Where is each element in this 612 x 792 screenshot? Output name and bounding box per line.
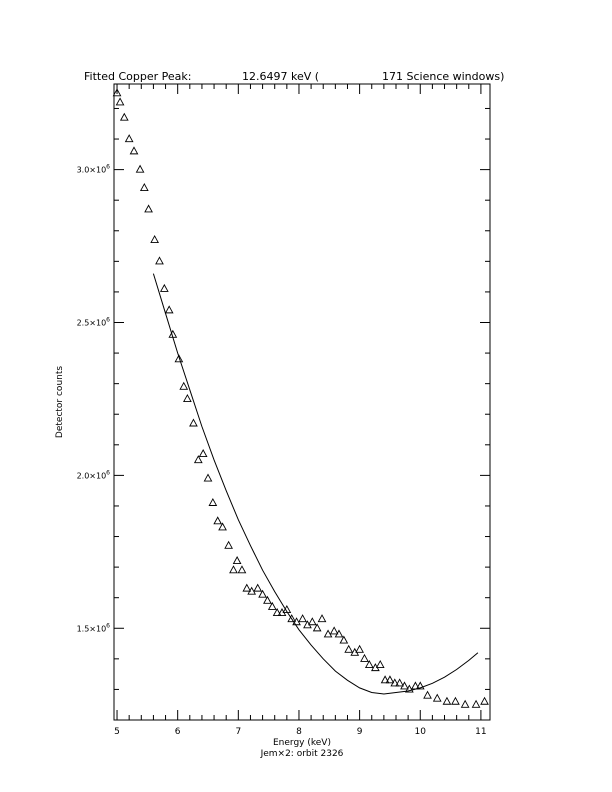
data-point xyxy=(400,681,409,690)
data-points-layer xyxy=(112,88,489,708)
y-tick-label: 3.0×106 xyxy=(77,164,111,175)
data-point xyxy=(442,696,452,705)
data-point xyxy=(203,473,213,482)
y-tick-label: 1.5×106 xyxy=(77,622,111,633)
y-tick-labels: 1.5×106 2.0×106 2.5×106 3.0×106 xyxy=(77,164,111,634)
data-point xyxy=(298,614,307,623)
data-point xyxy=(139,183,149,192)
data-point xyxy=(307,617,317,626)
data-point xyxy=(263,595,272,604)
chart-title-part-2: 12.6497 keV ( xyxy=(242,70,319,83)
fit-curve-layer xyxy=(152,273,479,695)
data-point xyxy=(150,235,159,243)
data-point xyxy=(164,305,174,314)
data-point xyxy=(237,565,247,574)
chart-title-part-1: Fitted Copper Peak: xyxy=(84,70,191,83)
data-point xyxy=(415,681,425,690)
data-point xyxy=(385,675,395,684)
data-point xyxy=(451,696,460,705)
x-tick-label: 11 xyxy=(475,727,486,737)
y-tick-label: 2.5×106 xyxy=(77,317,111,328)
x-axis-label: Energy (keV) xyxy=(273,738,331,748)
data-point xyxy=(344,644,354,653)
data-point xyxy=(247,586,257,595)
data-point xyxy=(329,626,339,635)
y-axis-label: Detector counts xyxy=(55,366,65,438)
data-point xyxy=(423,690,432,699)
data-point xyxy=(183,394,192,402)
data-point xyxy=(355,644,364,653)
chart-subtitle: Jem×2: orbit 2326 xyxy=(260,749,344,759)
data-point xyxy=(334,629,344,638)
data-point xyxy=(411,681,420,690)
data-point xyxy=(317,614,327,623)
data-point xyxy=(159,283,169,292)
data-point xyxy=(213,516,223,525)
x-tick-label: 10 xyxy=(415,727,427,737)
plot-frame xyxy=(113,83,491,721)
data-point xyxy=(174,354,184,363)
data-point xyxy=(292,617,301,626)
data-point xyxy=(360,653,369,662)
data-point xyxy=(229,565,238,574)
x-tick-label: 8 xyxy=(296,727,302,737)
axis-ticks xyxy=(114,84,490,721)
fit-curve xyxy=(152,273,479,695)
data-point xyxy=(380,675,390,684)
data-point xyxy=(339,635,349,644)
data-point xyxy=(480,696,489,705)
data-point xyxy=(224,540,233,549)
x-tick-label: 7 xyxy=(235,727,241,737)
data-point xyxy=(115,97,125,106)
data-point xyxy=(218,522,227,531)
data-point xyxy=(242,583,252,592)
data-point xyxy=(267,601,277,610)
data-point xyxy=(471,699,481,708)
data-point xyxy=(129,146,139,155)
data-point xyxy=(258,589,267,598)
x-tick-label: 5 xyxy=(114,727,120,737)
data-point xyxy=(390,678,400,687)
x-tick-labels: 5 6 7 8 9 10 11 xyxy=(114,727,486,737)
data-point xyxy=(155,256,164,265)
data-point xyxy=(432,693,442,702)
y-tick-label: 2.0×106 xyxy=(77,469,111,480)
x-tick-label: 6 xyxy=(175,727,181,737)
data-point xyxy=(193,455,203,464)
data-point xyxy=(395,678,404,687)
data-point xyxy=(404,684,414,693)
data-point xyxy=(460,699,470,708)
data-point xyxy=(282,604,292,613)
x-tick-label: 9 xyxy=(357,727,363,737)
chart-title-part-3: 171 Science windows) xyxy=(382,70,504,83)
data-point xyxy=(312,623,322,632)
data-point xyxy=(272,608,282,617)
data-point xyxy=(375,660,385,669)
data-point xyxy=(323,629,333,638)
data-point xyxy=(253,583,263,592)
data-point xyxy=(198,449,208,458)
data-point xyxy=(179,381,189,390)
data-point xyxy=(144,204,153,213)
data-point xyxy=(364,660,374,669)
data-point xyxy=(208,497,218,506)
data-point xyxy=(112,88,122,97)
data-point xyxy=(124,134,134,143)
data-point xyxy=(189,418,198,427)
data-point xyxy=(232,556,242,565)
data-point xyxy=(119,112,129,121)
data-point xyxy=(135,164,145,173)
data-point xyxy=(287,614,297,623)
data-point xyxy=(168,329,178,338)
